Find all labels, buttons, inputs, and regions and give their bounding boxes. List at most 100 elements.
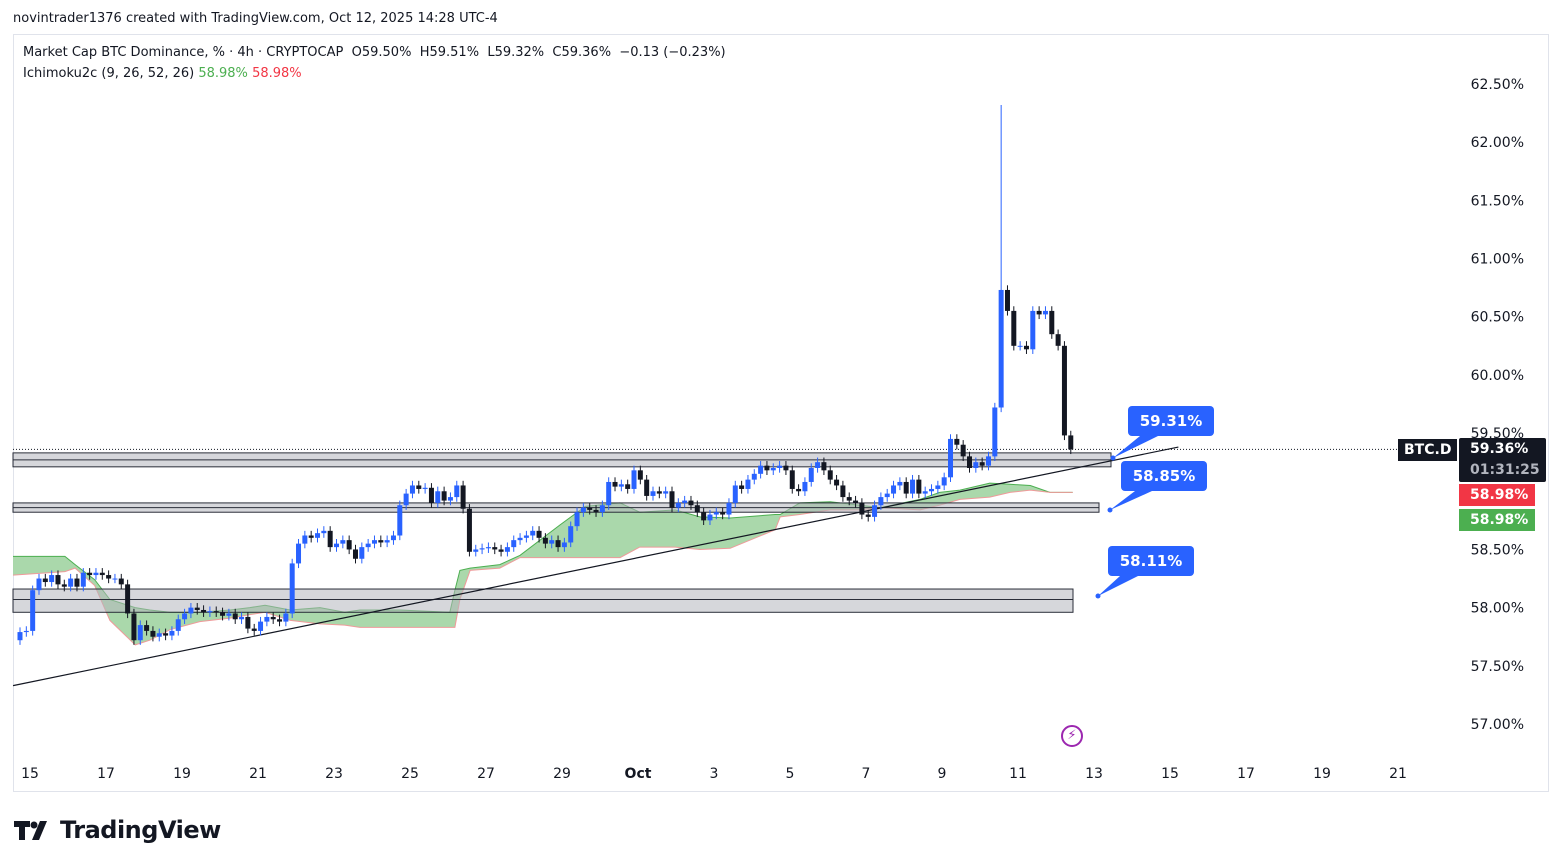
candle-up	[384, 540, 390, 543]
candle-up	[340, 540, 346, 544]
y-axis-tick-label: 62.00%	[1471, 135, 1524, 151]
x-axis-tick-label: 13	[1085, 766, 1103, 782]
price-callout-3[interactable]: 58.11%	[1108, 546, 1194, 576]
candle-up	[485, 547, 491, 549]
candle-down	[555, 540, 561, 548]
tradingview-logo[interactable]: TradingView	[14, 816, 221, 844]
candle-up	[188, 607, 194, 614]
legend-open: O59.50%	[351, 45, 412, 60]
candle-up	[732, 485, 738, 503]
indicator-name: Ichimoku2c (9, 26, 52, 26)	[23, 66, 195, 81]
candle-down	[1004, 289, 1010, 311]
span-b-price-label: 58.98%	[1459, 484, 1535, 506]
y-axis-tick-label: 57.00%	[1471, 717, 1524, 733]
candle-down	[764, 465, 770, 471]
candle-down	[55, 575, 61, 585]
candle-down	[251, 628, 257, 631]
candle-down	[327, 530, 333, 548]
candle-up	[473, 549, 479, 552]
candle-up	[935, 485, 941, 489]
candle-down	[1049, 310, 1055, 335]
candle-down	[131, 613, 137, 641]
candle-down	[245, 616, 251, 629]
callout-pointer	[1098, 576, 1138, 596]
candle-down	[492, 547, 498, 550]
y-axis-tick-label: 58.50%	[1471, 542, 1524, 558]
candle-down	[903, 481, 909, 494]
candle-down	[859, 502, 865, 515]
candle-down	[542, 537, 548, 544]
candle-up	[929, 488, 935, 492]
x-axis-tick-label: 27	[477, 766, 495, 782]
tradingview-logo-icon	[14, 821, 47, 840]
candle-up	[998, 289, 1004, 408]
candle-down	[201, 609, 207, 613]
candle-up	[321, 530, 327, 534]
last-price-label: 59.36% 01:31:25	[1459, 438, 1546, 482]
candle-up	[258, 621, 264, 631]
x-axis-tick-label: 19	[173, 766, 191, 782]
candle-up	[973, 462, 979, 469]
candle-up	[283, 613, 289, 622]
callout-pointer	[1113, 436, 1158, 458]
lightning-event-icon[interactable]: ⚡	[1061, 725, 1083, 747]
candle-up	[561, 542, 567, 548]
candle-up	[68, 578, 74, 587]
callout-anchor-dot	[1107, 507, 1113, 513]
candle-up	[454, 485, 460, 498]
candle-up	[409, 485, 415, 494]
candle-down	[916, 479, 922, 494]
price-callout-1[interactable]: 59.31%	[1128, 406, 1214, 436]
x-axis-tick-label: 21	[1389, 766, 1407, 782]
candle-up	[422, 487, 428, 489]
candle-up	[530, 530, 536, 536]
candle-up	[599, 505, 605, 513]
candle-up	[777, 465, 783, 469]
price-callout-2[interactable]: 58.85%	[1121, 461, 1207, 491]
candle-down	[1061, 345, 1067, 436]
trend-line	[12, 446, 1179, 687]
candle-down	[593, 509, 599, 513]
symbol-label: BTC.D	[1398, 439, 1458, 461]
candle-down	[834, 479, 840, 486]
x-axis-tick-label: 17	[1237, 766, 1255, 782]
legend-low: L59.32%	[487, 45, 545, 60]
candle-up	[264, 616, 270, 622]
candle-down	[277, 619, 283, 622]
candle-up	[511, 540, 517, 548]
candle-up	[447, 497, 453, 501]
candle-down	[783, 465, 789, 471]
y-axis-tick-label: 61.50%	[1471, 193, 1524, 209]
candle-up	[618, 484, 624, 487]
candle-down	[213, 611, 219, 613]
candle-down	[428, 487, 434, 503]
candle-up	[549, 540, 555, 544]
candle-down	[865, 514, 871, 517]
candle-down	[378, 540, 384, 543]
candle-up	[397, 505, 403, 536]
candle-down	[1068, 435, 1074, 450]
candle-down	[694, 505, 700, 513]
candle-down	[270, 616, 276, 620]
span-a-price-label: 58.98%	[1459, 509, 1535, 531]
candle-up	[884, 493, 890, 498]
candle-up	[770, 468, 776, 471]
x-axis-tick-label: 9	[938, 766, 947, 782]
candle-up	[80, 572, 86, 587]
candle-down	[625, 484, 631, 489]
candle-down	[61, 584, 67, 587]
chart-frame	[13, 34, 1549, 792]
chart-credit: novintrader1376 created with TradingView…	[13, 11, 498, 26]
candle-up	[580, 507, 586, 513]
candle-up	[289, 563, 295, 614]
candle-down	[840, 485, 846, 498]
candle-up	[334, 543, 339, 548]
candle-up	[504, 547, 510, 552]
candle-down	[42, 578, 48, 583]
x-axis-tick-label: 21	[249, 766, 267, 782]
x-axis-tick-label: 29	[553, 766, 571, 782]
candle-up	[574, 512, 580, 527]
indicator-legend[interactable]: Ichimoku2c (9, 26, 52, 26) 58.98% 58.98%	[23, 66, 302, 81]
bar-countdown: 01:31:25	[1470, 462, 1540, 478]
